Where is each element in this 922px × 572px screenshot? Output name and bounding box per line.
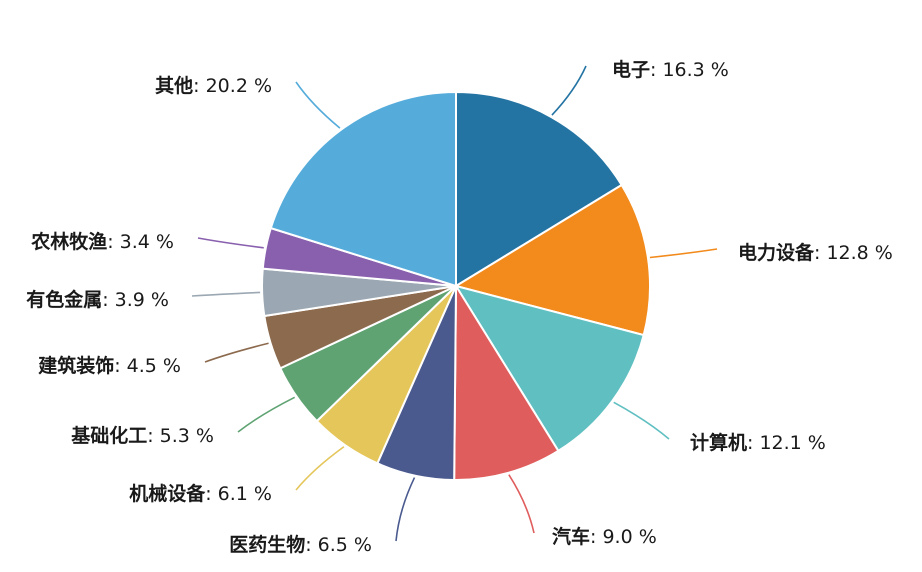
- slice-label-7: 建筑装饰: 4.5 %: [38, 354, 181, 377]
- leader-line-4: [395, 477, 416, 542]
- pie-slice-0: [455, 90, 624, 288]
- slice-label-name-6: 基础化工: [70, 424, 147, 447]
- slice-label-name-4: 医药生物: [229, 533, 305, 556]
- leader-line-7: [204, 342, 269, 363]
- slice-label-value-3: : 9.0 %: [590, 526, 657, 548]
- slice-label-1: 电力设备: 12.8 %: [738, 241, 893, 264]
- pie-slice-2: [453, 284, 645, 453]
- slice-label-value-0: : 16.3 %: [650, 59, 729, 81]
- slice-label-value-10: : 20.2 %: [193, 75, 272, 97]
- slice-label-3: 汽车: 9.0 %: [552, 525, 657, 548]
- slice-label-name-9: 农林牧渔: [30, 230, 107, 253]
- slice-label-value-7: : 4.5 %: [114, 355, 181, 377]
- slice-label-8: 有色金属: 3.9 %: [26, 288, 169, 311]
- slice-label-name-1: 电力设备: [738, 241, 815, 264]
- leader-line-0: [551, 65, 587, 116]
- slice-label-name-2: 计算机: [690, 431, 747, 454]
- slice-label-9: 农林牧渔: 3.4 %: [30, 230, 174, 253]
- pie-slice-10: [269, 90, 457, 288]
- slice-label-name-3: 汽车: [552, 525, 590, 548]
- slice-label-2: 计算机: 12.1 %: [690, 431, 826, 454]
- slice-label-value-8: : 3.9 %: [102, 289, 169, 311]
- slice-label-value-9: : 3.4 %: [107, 231, 174, 253]
- slice-label-name-8: 有色金属: [26, 288, 102, 311]
- slice-label-name-0: 电子: [612, 58, 650, 81]
- leader-line-3: [508, 474, 535, 534]
- pie-slice-3: [453, 282, 560, 481]
- pie-slices: [261, 90, 651, 482]
- slice-labels: 电子: 16.3 % 电力设备: 12.8 % 计算机: 12.1 % 汽车: 9.0…: [26, 58, 893, 556]
- slice-label-value-2: : 12.1 %: [747, 432, 826, 454]
- leader-line-9: [197, 237, 264, 249]
- leader-line-1: [649, 248, 718, 259]
- leader-line-6: [237, 396, 296, 433]
- leader-line-5: [295, 446, 345, 491]
- leader-line-8: [191, 291, 261, 297]
- leader-lines: [191, 65, 718, 542]
- slice-label-name-10: 其他: [155, 74, 193, 97]
- slice-label-name-5: 机械设备: [129, 482, 206, 505]
- pie-slice-1: [453, 183, 651, 337]
- slice-label-value-1: : 12.8 %: [814, 242, 893, 264]
- slice-label-value-4: : 6.5 %: [305, 534, 372, 556]
- slice-label-5: 机械设备: 6.1 %: [129, 482, 272, 505]
- slice-label-value-5: : 6.1 %: [205, 483, 272, 505]
- slice-label-4: 医药生物: 6.5 %: [229, 533, 372, 556]
- slice-label-6: 基础化工: 5.3 %: [70, 424, 214, 447]
- slice-label-name-7: 建筑装饰: [38, 354, 114, 377]
- leader-line-2: [613, 401, 670, 440]
- leader-line-10: [295, 81, 341, 129]
- slice-label-value-6: : 5.3 %: [147, 425, 214, 447]
- slice-label-0: 电子: 16.3 %: [612, 58, 729, 81]
- slice-label-10: 其他: 20.2 %: [155, 74, 272, 97]
